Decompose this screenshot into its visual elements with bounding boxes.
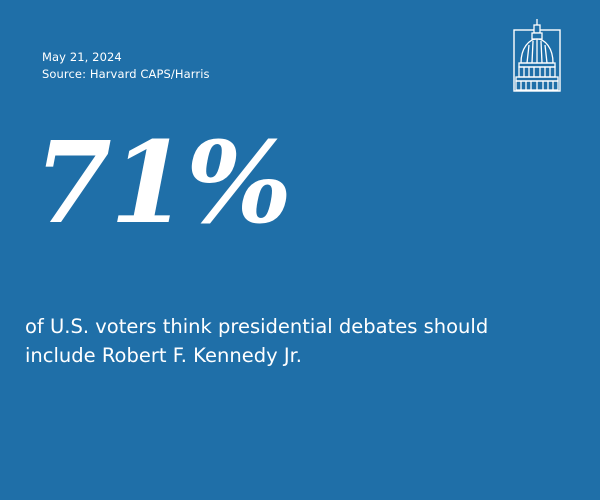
stat-caption: of U.S. voters think presidential debate… [25,312,565,370]
capitol-dome-icon [513,18,561,92]
source-label: Source: Harvard CAPS/Harris [42,67,210,81]
date-label: May 21, 2024 [42,50,122,64]
meta-info: May 21, 2024 Source: Harvard CAPS/Harris [42,49,210,83]
headline-stat: 71% [34,118,292,249]
caption-line-2: include Robert F. Kennedy Jr. [25,344,302,367]
caption-line-1: of U.S. voters think presidential debate… [25,315,489,338]
